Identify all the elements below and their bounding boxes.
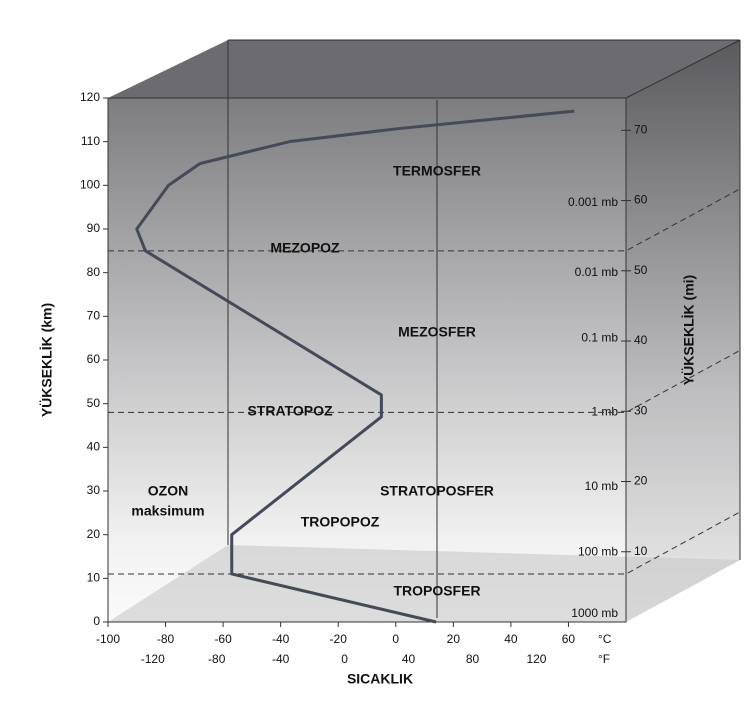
y-tick-label: 10 xyxy=(87,571,101,585)
x-unit: °C xyxy=(598,632,612,646)
y-tick-label: 30 xyxy=(87,483,101,497)
y-tick-label: 50 xyxy=(87,396,101,410)
layer-label: MEZOPOZ xyxy=(270,240,340,256)
x2-tick-label: -120 xyxy=(141,652,165,666)
layer-label: TROPOSFER xyxy=(393,583,480,599)
x-tick-label: 0 xyxy=(392,632,399,646)
x2-unit: °F xyxy=(598,652,610,666)
layer-label: TERMOSFER xyxy=(393,163,481,179)
y2-tick-label: 40 xyxy=(634,333,648,347)
pressure-label: 0.01 mb xyxy=(575,265,619,279)
x-tick-label: 20 xyxy=(447,632,461,646)
temperature-line xyxy=(135,109,575,624)
y2-tick-label: 60 xyxy=(634,193,648,207)
y-tick-label: 60 xyxy=(87,352,101,366)
box-edge xyxy=(625,39,741,99)
pressure-label: 10 mb xyxy=(585,479,619,493)
box-side xyxy=(626,40,740,622)
x2-tick-label: 0 xyxy=(341,652,348,666)
y2-axis-title: YÜKSEKLİK (mi) xyxy=(681,275,697,385)
x2-tick-label: 120 xyxy=(526,652,546,666)
y-axis-title: YÜKSEKLİK (km) xyxy=(39,303,55,417)
y2-tick-label: 70 xyxy=(634,122,648,136)
x-tick-label: -80 xyxy=(157,632,175,646)
y-tick-label: 90 xyxy=(87,221,101,235)
pressure-label: 1000 mb xyxy=(571,606,618,620)
y-tick-label: 100 xyxy=(80,178,100,192)
x-tick-label: -60 xyxy=(214,632,232,646)
x2-tick-label: -80 xyxy=(208,652,226,666)
x2-tick-label: 80 xyxy=(466,652,480,666)
x2-tick-label: 40 xyxy=(402,652,416,666)
y-tick-label: 110 xyxy=(81,134,100,148)
y-tick-label: 70 xyxy=(87,309,101,323)
x2-tick-label: -40 xyxy=(272,652,290,666)
x-axis-title: SICAKLIK xyxy=(347,671,413,687)
y2-tick-label: 30 xyxy=(634,403,648,417)
x-tick-label: 60 xyxy=(562,632,576,646)
boundary-line xyxy=(108,188,741,252)
pressure-label: 0.001 mb xyxy=(568,195,618,209)
y2-tick-label: 50 xyxy=(634,263,648,277)
x-tick-label: 40 xyxy=(504,632,518,646)
x-tick-label: -100 xyxy=(96,632,120,646)
y2-tick-label: 10 xyxy=(634,544,648,558)
y2-tick-label: 20 xyxy=(634,474,648,488)
box-front xyxy=(108,98,626,622)
y-tick-label: 120 xyxy=(80,90,100,104)
y-tick-label: 20 xyxy=(87,527,101,541)
layer-label: MEZOSFER xyxy=(398,324,476,340)
boundary-line xyxy=(108,511,741,575)
ground xyxy=(108,545,740,622)
ozone-label: maksimum xyxy=(131,503,204,519)
x-tick-label: -20 xyxy=(330,632,348,646)
ozone-label: OZON xyxy=(148,483,188,499)
box-top xyxy=(108,40,740,98)
boundary-line xyxy=(108,349,741,413)
y-tick-label: 80 xyxy=(87,265,101,279)
x-tick-label: -40 xyxy=(272,632,290,646)
pressure-label: 100 mb xyxy=(578,544,618,558)
layer-label: STRATOPOSFER xyxy=(380,483,494,499)
pressure-label: 0.1 mb xyxy=(581,330,618,344)
pressure-label: 1 mb xyxy=(591,405,618,419)
y-tick-label: 0 xyxy=(93,614,100,628)
layer-label: STRATOPOZ xyxy=(247,403,332,419)
layer-label: TROPOPOZ xyxy=(301,514,380,530)
y-tick-label: 40 xyxy=(87,440,101,454)
